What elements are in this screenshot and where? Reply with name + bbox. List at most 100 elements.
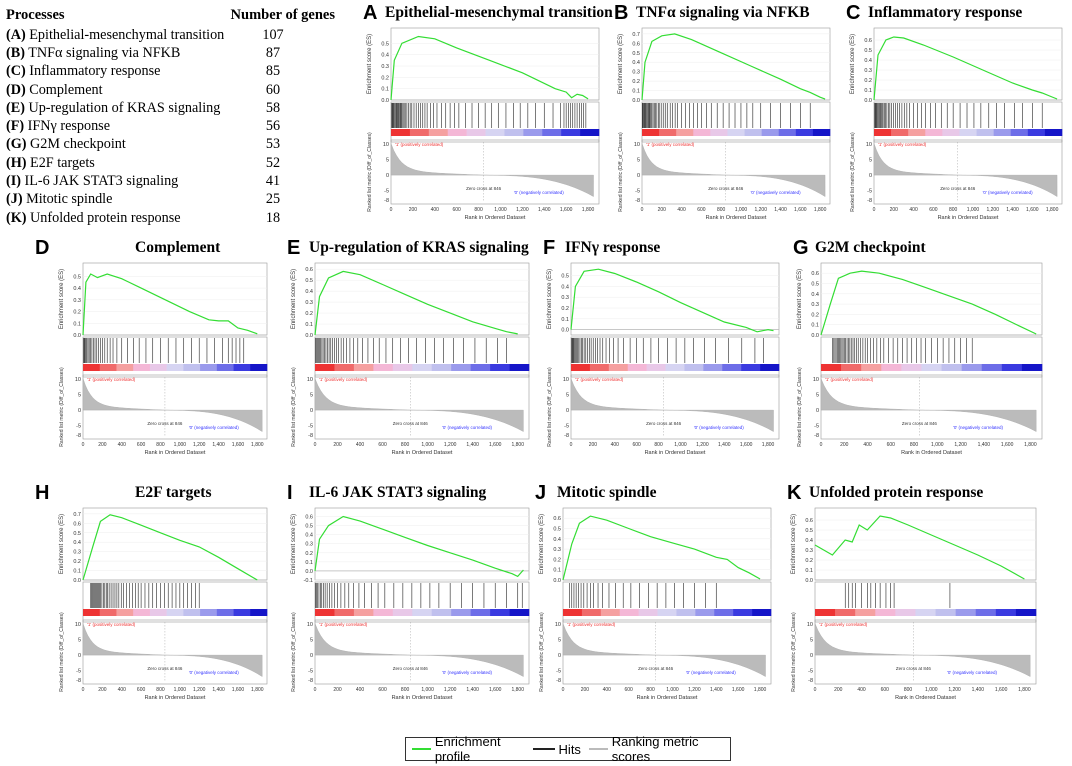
es-tick-label: 0.5 xyxy=(632,51,640,57)
es-tick-label: 0.0 xyxy=(811,333,819,339)
gene-count: 58 xyxy=(265,99,281,116)
es-tick-label: 0.2 xyxy=(553,557,561,563)
x-tick-label: 1,600 xyxy=(560,207,573,213)
gsea-plot-svg: 0.0 0.1 0.2 0.3 0.4 0.5 0.6 Enrichment score (E… xyxy=(539,507,772,701)
x-tick-label: 1,800 xyxy=(754,687,767,693)
es-tick-label: -0.1 xyxy=(304,578,313,584)
legend-enrichment-label: Enrichment profile xyxy=(434,734,501,764)
es-tick-label: 0.5 xyxy=(553,526,561,532)
neg-correlated-label: '0' (negatively correlated) xyxy=(694,425,744,430)
rank-color-segment xyxy=(760,364,780,371)
es-tick-label: 0.6 xyxy=(811,271,819,277)
rank-ylabel: Ranked list metric (Diff_of_Classes) xyxy=(850,132,856,212)
rank-color-segment xyxy=(925,129,943,136)
rank-color-segment xyxy=(841,364,862,371)
x-tick-label: 800 xyxy=(910,442,919,448)
rank-color-segment xyxy=(315,609,335,616)
rank-color-segment xyxy=(451,364,471,371)
rank-tick-label: 0 xyxy=(566,408,569,414)
process-letter: (I) xyxy=(6,173,21,190)
x-tick-label: 400 xyxy=(118,442,127,448)
rank-color-segment xyxy=(561,129,581,136)
x-tick-label: 800 xyxy=(156,687,165,693)
x-tick-label: 200 xyxy=(589,442,598,448)
ranking-metric-area xyxy=(390,143,594,197)
rank-color-segment xyxy=(676,609,696,616)
x-axis-label: Rank in Ordered Dataset xyxy=(706,215,767,221)
rank-color-segment xyxy=(353,609,374,616)
rank-color-segment xyxy=(133,364,151,371)
rank-color-segment xyxy=(619,609,639,616)
es-tick-label: 0.1 xyxy=(553,568,561,574)
process-name: (G) G2M checkpoint xyxy=(6,136,126,153)
header-number-of-genes: Number of genes xyxy=(230,6,335,23)
rank-color-segment xyxy=(200,364,218,371)
x-tick-label: 0 xyxy=(82,687,85,693)
rank-tick-label: 0 xyxy=(869,173,872,179)
x-tick-label: 1,200 xyxy=(954,442,967,448)
rank-tick-label: 5 xyxy=(78,393,81,399)
gsea-plot-svg: -0.1 0.0 0.1 0.2 0.3 0.4 0.5 0.6 Enrichment scor… xyxy=(291,507,530,701)
rank-color-segment xyxy=(490,364,510,371)
rank-color-segment xyxy=(334,609,355,616)
rank-color-segment xyxy=(116,364,134,371)
process-label: Unfolded protein response xyxy=(30,209,181,226)
rank-tick-label: 10 xyxy=(307,377,313,383)
es-tick-label: 0.6 xyxy=(553,516,561,522)
es-tick-label: 0.5 xyxy=(381,41,389,47)
es-tick-label: 0.3 xyxy=(805,548,813,554)
hits-frame xyxy=(314,581,530,623)
gsea-plot-svg: 0.0 0.1 0.2 0.3 0.4 0.5 0.6 0.7 Enrichment score… xyxy=(618,27,831,221)
process-letter: (H) xyxy=(6,154,27,171)
rank-color-segment xyxy=(166,364,184,371)
rank-color-segment xyxy=(83,609,101,616)
rank-color-segment xyxy=(542,129,562,136)
rank-color-segment xyxy=(509,364,530,371)
panel-letter: K xyxy=(787,482,802,504)
rank-color-segment xyxy=(166,609,184,616)
es-tick-label: 0.3 xyxy=(73,298,81,304)
rank-color-segment xyxy=(509,609,530,616)
gsea-panel-b: B TNFα signaling via NFKB 0.0 0.1 0.2 0.3 0.4 0… xyxy=(614,2,836,230)
pos-correlated-label: '1' (positively correlated) xyxy=(319,622,368,627)
es-tick-label: 0.3 xyxy=(632,70,640,76)
x-tick-label: 1,400 xyxy=(972,687,985,693)
x-tick-label: 600 xyxy=(378,687,387,693)
es-tick-label: 0.3 xyxy=(864,68,872,74)
x-tick-label: 1,000 xyxy=(421,687,434,693)
x-tick-label: 1,800 xyxy=(251,442,264,448)
rank-color-segment xyxy=(392,364,413,371)
rank-ylabel: Ranked list metric (Diff_of_Classes) xyxy=(618,132,624,212)
es-tick-label: 0.4 xyxy=(305,533,313,539)
gsea-panel-d: D Complement 0.0 0.1 0.2 0.3 0.4 0.5 Enrichment … xyxy=(35,237,273,465)
x-tick-label: 800 xyxy=(654,442,663,448)
ranking-metric-area xyxy=(314,623,524,677)
gsea-plot-svg: 0.0 0.1 0.2 0.3 0.4 0.5 0.6 Enrichment score (E… xyxy=(791,507,1037,701)
es-ylabel: Enrichment score (ES) xyxy=(850,34,856,94)
panel-title: Inflammatory response xyxy=(868,4,1023,21)
process-letter: (G) xyxy=(6,136,27,153)
gene-count: 41 xyxy=(265,173,281,190)
x-tick-label: 1,200 xyxy=(948,687,961,693)
es-tick-label: 0.6 xyxy=(632,41,640,47)
x-axis-label: Rank in Ordered Dataset xyxy=(895,695,956,701)
es-tick-label: 0.2 xyxy=(73,559,81,565)
gsea-plot-svg: 0.0 0.1 0.2 0.3 0.4 0.5 0.6 Enrichment score (E… xyxy=(850,27,1063,221)
x-axis-label: Rank in Ordered Dataset xyxy=(645,450,706,456)
zero-cross-label: Zero cross at 846 xyxy=(147,421,183,426)
es-tick-label: 0.5 xyxy=(805,528,813,534)
x-tick-label: 1,400 xyxy=(978,442,991,448)
hits-frame xyxy=(820,336,1043,378)
process-letter: (A) xyxy=(6,26,26,43)
rank-tick-label: -8 xyxy=(808,678,813,684)
x-tick-label: 0 xyxy=(314,442,317,448)
rank-color-segment xyxy=(451,609,471,616)
process-label: TNFα signaling via NFKB xyxy=(28,44,181,61)
x-axis-label: Rank in Ordered Dataset xyxy=(465,215,526,221)
pos-correlated-label: '1' (positively correlated) xyxy=(878,142,927,147)
rank-tick-label: 0 xyxy=(78,653,81,659)
es-frame xyxy=(82,262,268,336)
panel-letter: G xyxy=(793,237,809,259)
x-tick-label: 1,400 xyxy=(718,442,731,448)
process-letter: (B) xyxy=(6,44,25,61)
